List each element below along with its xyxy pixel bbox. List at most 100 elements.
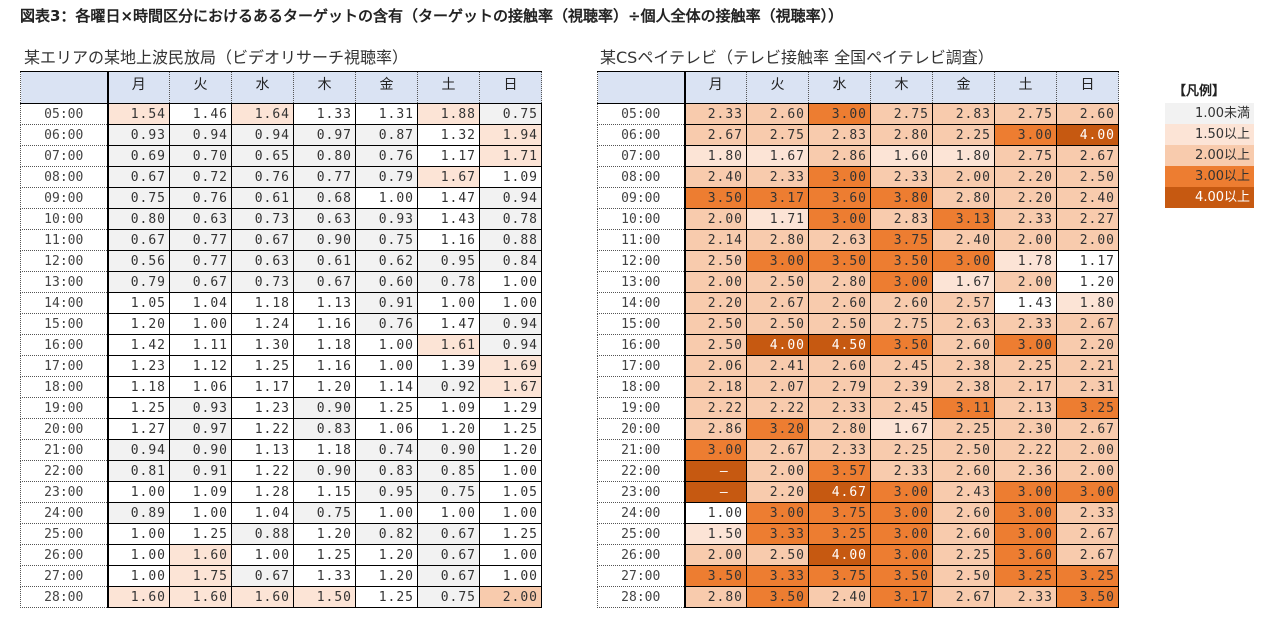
ratio-cell: 1.60	[870, 145, 933, 167]
ratio-cell: 3.00	[870, 523, 933, 545]
ratio-cell: 2.00	[994, 271, 1057, 293]
ratio-cell: 2.00	[479, 586, 542, 608]
table-row: 11:00 2.14 2.80 2.63 3.75 2.40 2.00 2.00	[597, 229, 1119, 251]
ratio-cell: 0.75	[107, 187, 170, 209]
ratio-cell: 3.00	[1056, 481, 1119, 503]
ratio-cell: 3.00	[994, 481, 1057, 503]
ratio-cell: 2.57	[932, 292, 995, 314]
ratio-cell: 2.75	[746, 124, 809, 146]
ratio-cell: 0.85	[417, 460, 480, 482]
ratio-cell: 0.77	[169, 229, 232, 251]
time-label: 10:00	[20, 208, 109, 230]
ratio-cell: 2.07	[746, 376, 809, 398]
ratio-cell: 3.00	[870, 271, 933, 293]
ratio-cell: 1.20	[355, 565, 418, 587]
ratio-cell: 2.33	[870, 166, 933, 188]
table-row: 10:00 0.80 0.63 0.73 0.63 0.93 1.43 0.78	[20, 208, 542, 230]
ratio-cell: 2.67	[932, 586, 995, 608]
time-label: 16:00	[20, 334, 109, 356]
ratio-cell: 0.75	[417, 481, 480, 503]
ratio-cell: 2.40	[1056, 187, 1119, 209]
ratio-cell: 2.83	[870, 208, 933, 230]
ratio-cell: 3.20	[746, 418, 809, 440]
ratio-cell: 2.45	[870, 397, 933, 419]
ratio-cell: 2.00	[994, 229, 1057, 251]
ratio-cell: 1.30	[231, 334, 294, 356]
ratio-cell: 1.00	[355, 502, 418, 524]
ratio-cell: 3.80	[870, 187, 933, 209]
ratio-cell: 2.45	[870, 355, 933, 377]
ratio-cell: 0.67	[169, 271, 232, 293]
ratio-cell: 0.63	[293, 208, 356, 230]
ratio-cell: 0.75	[479, 103, 542, 125]
ratio-cell: 1.15	[293, 481, 356, 503]
table-row: 11:00 0.67 0.77 0.67 0.90 0.75 1.16 0.88	[20, 229, 542, 251]
table-row: 05:00 1.54 1.46 1.64 1.33 1.31 1.88 0.75	[20, 103, 542, 125]
time-label: 14:00	[20, 292, 109, 314]
ratio-cell: 2.25	[870, 439, 933, 461]
corner-cell	[597, 71, 686, 104]
ratio-cell: 0.78	[417, 271, 480, 293]
ratio-cell: 0.83	[293, 418, 356, 440]
ratio-cell: 1.25	[479, 418, 542, 440]
ratio-cell: 1.14	[355, 376, 418, 398]
ratio-cell: 2.67	[1056, 313, 1119, 335]
ratio-cell: 3.60	[994, 544, 1057, 566]
ratio-cell: 0.67	[417, 523, 480, 545]
ratio-cell: 0.90	[293, 460, 356, 482]
ratio-cell: 1.09	[417, 397, 480, 419]
time-label: 28:00	[20, 586, 109, 608]
time-label: 20:00	[597, 418, 686, 440]
ratio-cell: 3.75	[808, 502, 871, 524]
figure-title: 図表3：各曜日×時間区分におけるあるターゲットの含有（ターゲットの接触率（視聴率…	[20, 7, 844, 25]
ratio-cell: 2.40	[684, 166, 747, 188]
ratio-cell: 0.67	[231, 229, 294, 251]
time-label: 08:00	[20, 166, 109, 188]
table-row: 08:00 2.40 2.33 3.00 2.33 2.00 2.20 2.50	[597, 166, 1119, 188]
ratio-cell: 0.84	[479, 250, 542, 272]
ratio-cell: 3.13	[932, 208, 995, 230]
table-row: 26:00 2.00 2.50 4.00 3.00 2.25 3.60 2.67	[597, 544, 1119, 566]
ratio-cell: 2.00	[684, 271, 747, 293]
ratio-cell: 3.00	[684, 439, 747, 461]
ratio-cell: 0.80	[293, 145, 356, 167]
ratio-cell: 1.78	[994, 250, 1057, 272]
ratio-cell: 3.50	[684, 565, 747, 587]
ratio-cell: 2.33	[994, 586, 1057, 608]
ratio-cell: 2.80	[684, 586, 747, 608]
ratio-cell: 1.39	[417, 355, 480, 377]
ratio-cell: 1.13	[293, 292, 356, 314]
ratio-cell: 2.33	[1056, 502, 1119, 524]
table-row: 23:00—2.20 4.67 3.00 2.43 3.00 3.00	[597, 481, 1119, 503]
table-row: 24:00 1.00 3.00 3.75 3.00 2.60 3.00 2.33	[597, 502, 1119, 524]
ratio-cell: 0.94	[479, 313, 542, 335]
ratio-cell: 1.09	[169, 481, 232, 503]
ratio-cell: 0.73	[231, 208, 294, 230]
ratio-cell: 0.67	[107, 166, 170, 188]
ratio-cell: 0.87	[355, 124, 418, 146]
time-label: 26:00	[20, 544, 109, 566]
ratio-cell: 1.05	[107, 292, 170, 314]
ratio-cell: 0.76	[355, 145, 418, 167]
ratio-cell: 1.18	[231, 292, 294, 314]
ratio-cell: 0.80	[107, 208, 170, 230]
ratio-cell: 2.80	[746, 229, 809, 251]
table-row: 22:00 0.81 0.91 1.22 0.90 0.83 0.85 1.00	[20, 460, 542, 482]
ratio-cell: 2.60	[808, 355, 871, 377]
ratio-cell: 2.00	[746, 460, 809, 482]
table-row: 20:00 1.27 0.97 1.22 0.83 1.06 1.20 1.25	[20, 418, 542, 440]
ratio-cell: 1.25	[231, 355, 294, 377]
legend-item: 2.00以上	[1165, 145, 1254, 166]
ratio-cell: 3.75	[870, 229, 933, 251]
ratio-cell: 2.25	[932, 544, 995, 566]
ratio-cell: 1.80	[932, 145, 995, 167]
ratio-cell: 3.50	[870, 565, 933, 587]
ratio-cell: 0.82	[355, 523, 418, 545]
time-label: 18:00	[597, 376, 686, 398]
time-label: 05:00	[597, 103, 686, 125]
ratio-cell: 0.72	[169, 166, 232, 188]
ratio-cell: 0.60	[355, 271, 418, 293]
ratio-cell: 1.00	[479, 565, 542, 587]
ratio-cell: 1.80	[1056, 292, 1119, 314]
ratio-cell: 0.97	[293, 124, 356, 146]
